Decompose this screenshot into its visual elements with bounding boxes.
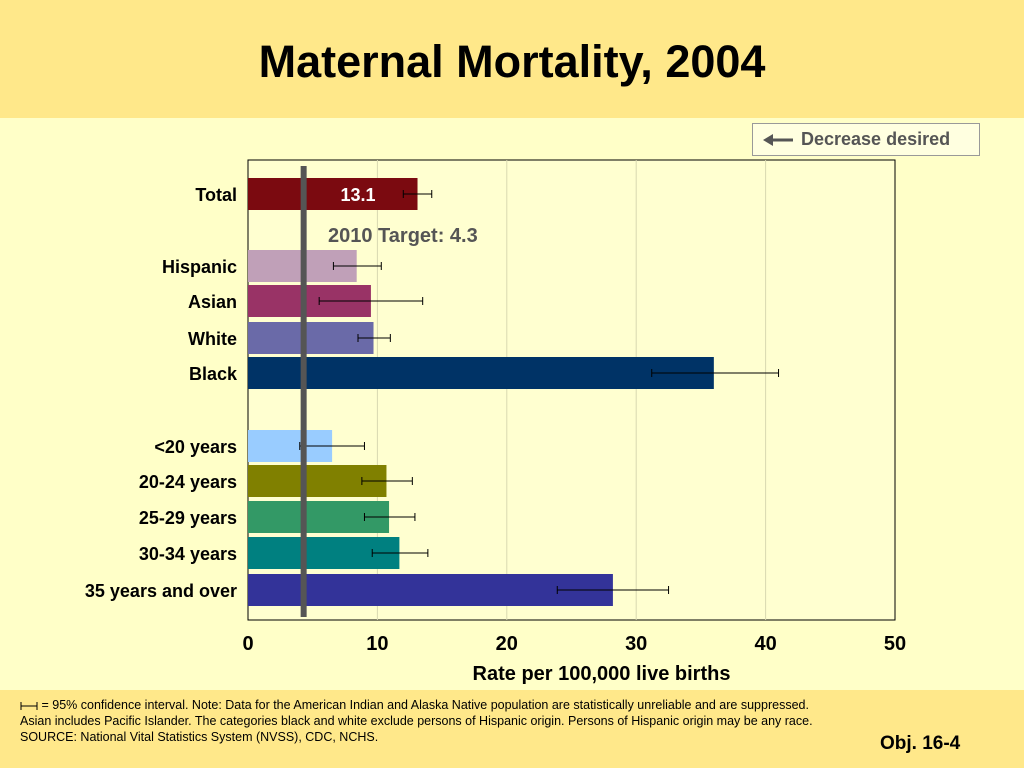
category-label: Asian [188,292,237,312]
legend-label: Decrease desired [801,129,951,149]
category-label: 25-29 years [139,508,237,528]
target-label: 2010 Target: 4.3 [328,225,478,247]
x-tick-label: 50 [884,633,906,655]
source-text: SOURCE: National Vital Statistics System… [20,730,379,744]
footnote-text: = 95% confidence interval. Note: Data fo… [20,698,813,728]
x-tick-label: 30 [625,633,647,655]
x-tick-label: 10 [366,633,388,655]
category-label: <20 years [154,437,237,457]
footer-band [0,690,1024,768]
x-axis-label: Rate per 100,000 live births [473,663,731,685]
bar [248,178,418,210]
category-label: 20-24 years [139,472,237,492]
footer-note: = 95% confidence interval. Note: Data fo… [20,697,830,745]
category-label: 35 years and over [85,581,237,601]
target-line [300,166,307,617]
x-tick-label: 0 [242,633,253,655]
objective-label: Obj. 16-4 [880,733,961,754]
x-tick-label: 20 [496,633,518,655]
bar [248,574,613,606]
legend-box: Decrease desired [752,123,980,156]
bar [248,357,714,389]
x-tick-label: 40 [754,633,776,655]
left-arrow-icon [763,134,793,146]
bar [248,322,374,354]
category-label: Black [189,364,238,384]
confidence-interval-icon [20,701,38,710]
category-label: Hispanic [162,257,237,277]
category-label: White [188,329,237,349]
category-label: Total [195,185,237,205]
bar-chart: 0 10 20 30 40 50 Rate per 100,000 live births T… [85,159,906,685]
data-label: 13.1 [340,185,375,205]
slide-title: Maternal Mortality, 2004 [258,36,766,87]
title-band [0,0,1024,118]
category-label: 30-34 years [139,544,237,564]
